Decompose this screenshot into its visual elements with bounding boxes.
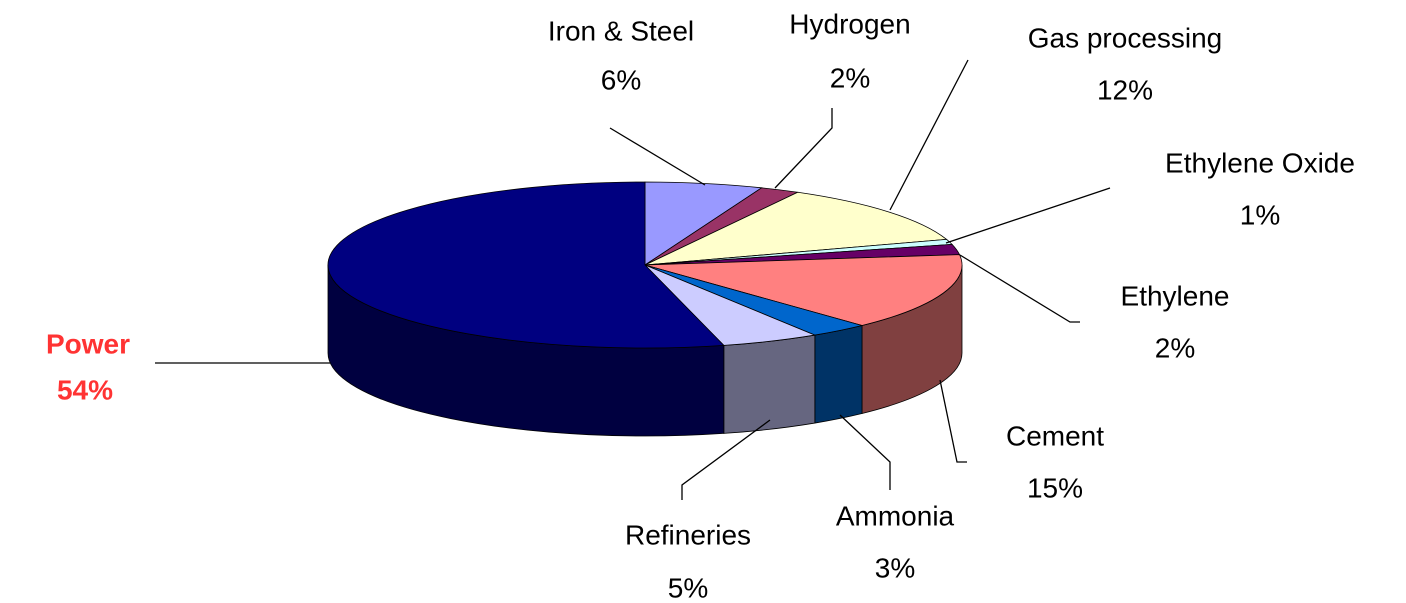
- slice-label: Refineries: [625, 519, 751, 550]
- leader-line: [889, 59, 969, 211]
- slice-value-label: 2%: [1155, 332, 1195, 363]
- leader-line: [945, 187, 1111, 244]
- leader-line: [939, 379, 967, 463]
- leader-line: [839, 414, 891, 490]
- leader-line: [774, 108, 833, 189]
- slice-value-label: 15%: [1027, 472, 1083, 503]
- slice-value-label: 3%: [875, 552, 915, 583]
- leader-line: [959, 254, 1080, 323]
- pie-slice: [644, 191, 948, 266]
- slice-value-label: 2%: [830, 62, 870, 93]
- slice-label: Gas processing: [1028, 22, 1223, 53]
- slice-value-label: 12%: [1097, 74, 1153, 105]
- slice-label: Cement: [1006, 420, 1104, 451]
- pie-slice-side: [723, 334, 816, 434]
- leader-line: [681, 419, 771, 500]
- slice-label: Ammonia: [836, 500, 955, 531]
- pie-slice: [327, 181, 725, 349]
- slice-value-label: 5%: [668, 572, 708, 603]
- slice-label: Power: [46, 328, 130, 359]
- slice-value-label: 1%: [1240, 199, 1280, 230]
- slice-label: Ethylene: [1121, 280, 1230, 311]
- leader-line: [609, 127, 706, 186]
- slice-label: Hydrogen: [789, 8, 910, 39]
- pie-slice: [644, 254, 963, 326]
- pie-slice: [644, 181, 763, 266]
- slice-label: Iron & Steel: [548, 15, 694, 46]
- slice-value-label: 54%: [57, 374, 113, 405]
- slice-value-label: 6%: [601, 64, 641, 95]
- slice-label: Ethylene Oxide: [1165, 147, 1355, 178]
- pie-slice-side: [814, 324, 863, 424]
